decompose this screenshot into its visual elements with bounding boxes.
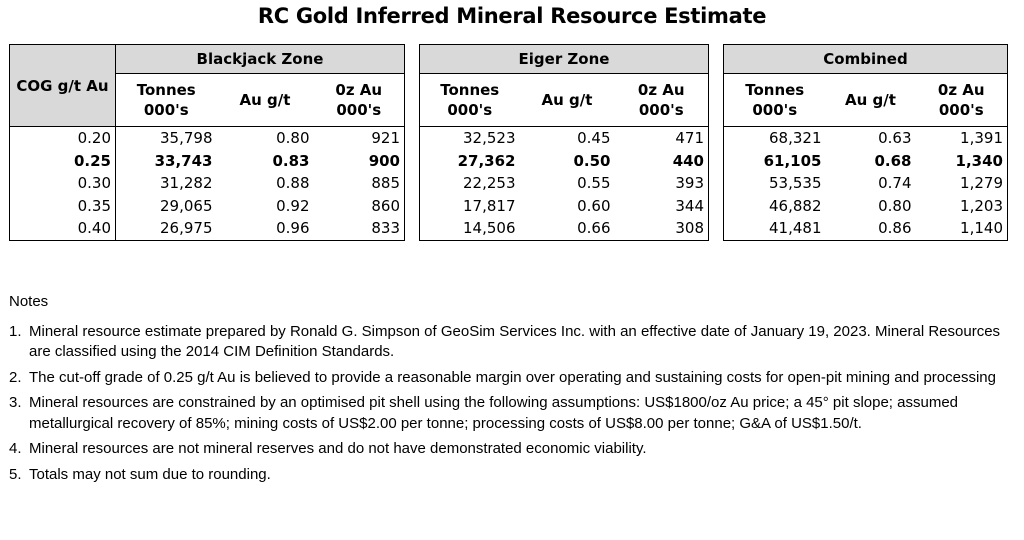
blackjack-tonnes-cell: 31,282 bbox=[115, 172, 217, 195]
combined-ounces-cell: 1,279 bbox=[915, 172, 1008, 195]
eiger-grade-cell: 0.66 bbox=[519, 217, 615, 241]
eiger-tonnes-cell: 22,253 bbox=[419, 172, 520, 195]
note-item: 1. Mineral resource estimate prepared by … bbox=[9, 322, 1009, 363]
note-number: 3. bbox=[9, 394, 22, 411]
note-number: 1. bbox=[9, 322, 22, 340]
combined-tonnes-cell: 61,105 bbox=[723, 149, 826, 172]
eiger-tonnes-cell: 27,362 bbox=[419, 149, 520, 172]
blackjack-tonnes-cell: 33,743 bbox=[115, 149, 217, 172]
col-header-grade: Au g/t bbox=[825, 73, 916, 127]
notes-heading: Notes bbox=[9, 293, 49, 310]
blackjack-grade-cell: 0.83 bbox=[272, 151, 310, 170]
combined-tonnes-cell: 46,882 bbox=[723, 194, 826, 217]
blackjack-ounces-cell: 860 bbox=[313, 194, 405, 217]
eiger-ounces-cell: 308 bbox=[614, 217, 709, 241]
note-text: The cut-off grade of 0.25 g/t Au is beli… bbox=[29, 368, 996, 386]
col-header-tonnes: Tonnes 000's bbox=[115, 73, 217, 127]
cog-cell: 0.30 bbox=[9, 172, 116, 195]
resource-table: COG g/t Au Blackjack Zone Eiger Zone Com… bbox=[9, 44, 1008, 241]
blackjack-ounces-cell: 921 bbox=[313, 126, 405, 150]
blackjack-ounces-cell: 885 bbox=[313, 172, 405, 195]
note-text: Mineral resources are constrained by an … bbox=[29, 394, 959, 432]
combined-ounces-cell: 1,340 bbox=[915, 149, 1008, 172]
table-row: 0.40 26,975 0.96 833 14,506 0.66 308 41,481 0.86… bbox=[9, 217, 1008, 241]
col-header-ounces: 0z Au 000's bbox=[313, 73, 405, 127]
note-number: 5. bbox=[9, 465, 22, 483]
col-header-grade: Au g/t bbox=[519, 73, 615, 127]
table-row: 0.30 31,282 0.88 885 22,253 0.55 393 53,535 0.74… bbox=[9, 172, 1008, 195]
blackjack-grade-cell: 0.92 bbox=[276, 196, 310, 215]
eiger-grade-cell: 0.45 bbox=[577, 129, 611, 148]
combined-ounces-cell: 1,391 bbox=[915, 126, 1008, 150]
blackjack-tonnes-cell: 29,065 bbox=[115, 194, 217, 217]
blackjack-tonnes-cell: 35,798 bbox=[115, 126, 217, 150]
col-header-grade: Au g/t bbox=[216, 73, 314, 127]
combined-grade-cell: 0.80 bbox=[878, 196, 912, 215]
eiger-ounces-cell: 440 bbox=[614, 149, 709, 172]
note-text: Totals may not sum due to rounding. bbox=[29, 465, 271, 483]
combined-grade-cell: 0.74 bbox=[878, 174, 912, 193]
note-number: 2. bbox=[9, 368, 22, 386]
combined-tonnes-cell: 41,481 bbox=[723, 217, 826, 241]
zone-header-blackjack: Blackjack Zone bbox=[115, 44, 405, 74]
note-number: 4. bbox=[9, 440, 22, 457]
eiger-ounces-cell: 344 bbox=[614, 194, 709, 217]
blackjack-grade-cell: 0.88 bbox=[276, 174, 310, 193]
combined-ounces-cell: 1,203 bbox=[915, 194, 1008, 217]
note-item: 5. Totals may not sum due to rounding. bbox=[9, 465, 1009, 486]
combined-grade-cell: 0.63 bbox=[878, 129, 912, 148]
combined-grade-cell: 0.86 bbox=[825, 217, 916, 241]
blackjack-tonnes-cell: 26,975 bbox=[115, 217, 217, 241]
blackjack-ounces-cell: 900 bbox=[313, 149, 405, 172]
page-title: RC Gold Inferred Mineral Resource Estima… bbox=[257, 4, 767, 28]
blackjack-ounces-cell: 833 bbox=[313, 217, 405, 241]
note-text: Mineral resource estimate prepared by Ro… bbox=[29, 322, 1001, 361]
notes-section: Notes 1. Mineral resource estimate prepar… bbox=[9, 292, 1009, 490]
cog-cell: 0.20 bbox=[9, 126, 116, 150]
eiger-grade-cell: 0.55 bbox=[577, 174, 611, 193]
cog-header: COG g/t Au bbox=[9, 44, 116, 127]
combined-ounces-cell: 1,140 bbox=[915, 217, 1008, 241]
eiger-tonnes-cell: 32,523 bbox=[419, 126, 520, 150]
zone-header-combined: Combined bbox=[723, 44, 1008, 74]
combined-tonnes-cell: 68,321 bbox=[723, 126, 826, 150]
eiger-tonnes-cell: 17,817 bbox=[419, 194, 520, 217]
eiger-ounces-cell: 393 bbox=[614, 172, 709, 195]
col-header-tonnes: Tonnes 000's bbox=[419, 73, 520, 127]
eiger-grade-cell: 0.50 bbox=[573, 151, 611, 170]
eiger-ounces-cell: 471 bbox=[614, 126, 709, 150]
note-item: 2. The cut-off grade of 0.25 g/t Au is be… bbox=[9, 368, 1009, 389]
col-header-ounces: 0z Au 000's bbox=[614, 73, 709, 127]
note-text: Mineral resources are not mineral reserv… bbox=[29, 440, 647, 457]
combined-tonnes-cell: 53,535 bbox=[723, 172, 826, 195]
zone-header-eiger: Eiger Zone bbox=[419, 44, 709, 74]
eiger-tonnes-cell: 14,506 bbox=[419, 217, 520, 241]
table-row: 0.20 35,798 0.80 921 32,523 0.45 471 68,321 0.63… bbox=[9, 126, 1008, 150]
combined-grade-cell: 0.68 bbox=[874, 151, 912, 170]
cog-cell: 0.40 bbox=[9, 217, 116, 241]
note-item: 3. Mineral resources are constrained by a… bbox=[9, 393, 1009, 434]
eiger-grade-cell: 0.60 bbox=[577, 196, 611, 215]
blackjack-grade-cell: 0.96 bbox=[216, 217, 314, 241]
table-row: 0.25 33,743 0.83 900 27,362 0.50 440 61,105 0.68… bbox=[9, 149, 1008, 172]
col-header-ounces: 0z Au 000's bbox=[915, 73, 1008, 127]
table-row: 0.35 29,065 0.92 860 17,817 0.60 344 46,882 0.80… bbox=[9, 194, 1008, 217]
note-item: 4. Mineral resources are not mineral rese… bbox=[9, 439, 1009, 460]
col-header-tonnes: Tonnes 000's bbox=[723, 73, 826, 127]
cog-cell: 0.25 bbox=[9, 149, 116, 172]
blackjack-grade-cell: 0.80 bbox=[276, 129, 310, 148]
cog-cell: 0.35 bbox=[9, 194, 116, 217]
